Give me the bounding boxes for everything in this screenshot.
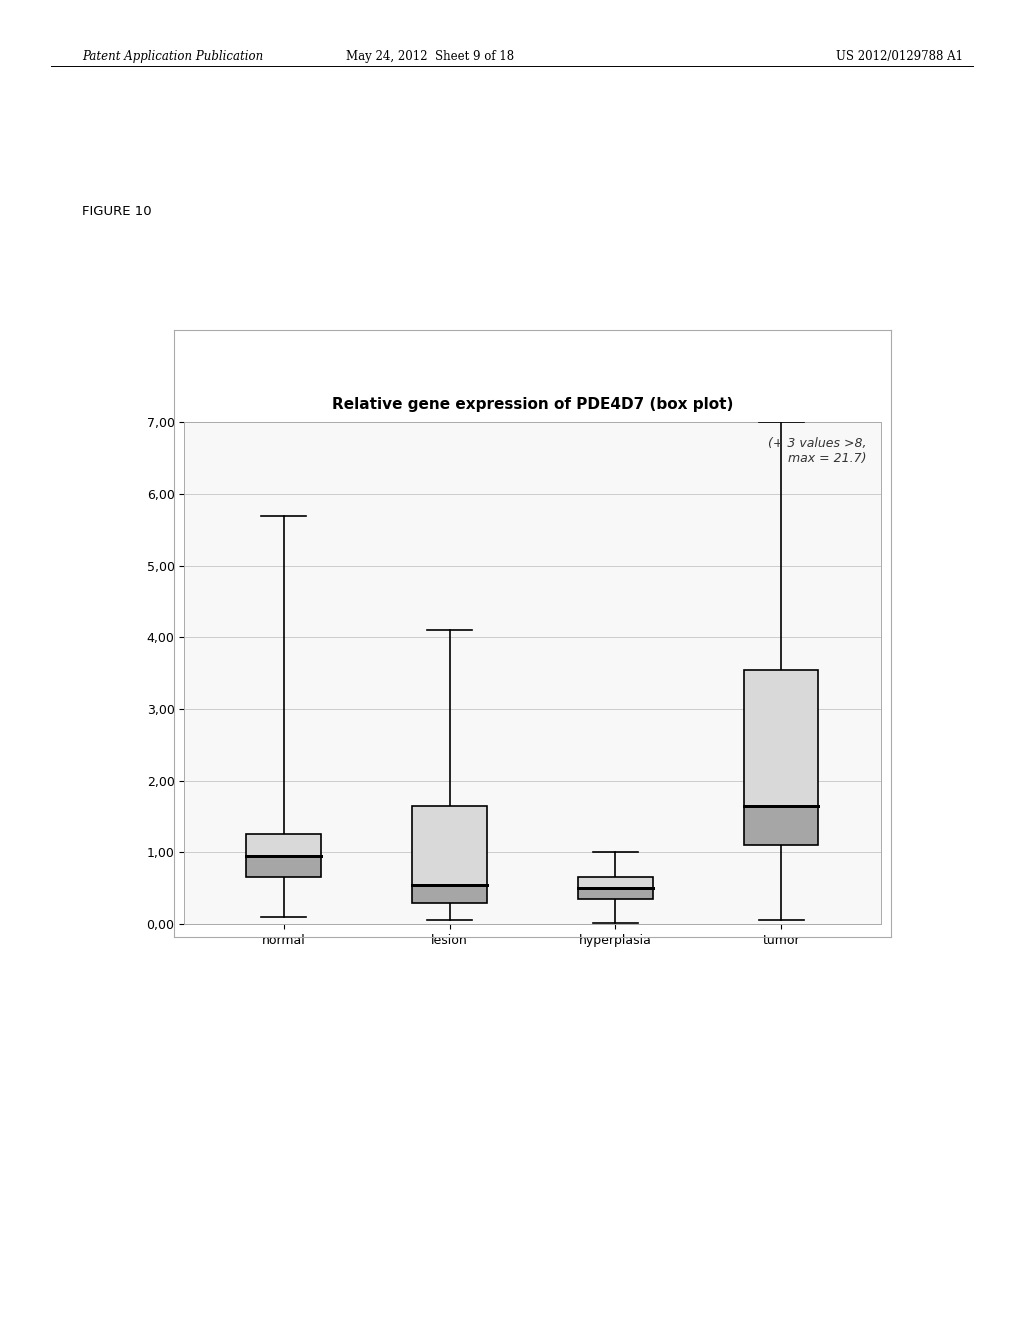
Bar	[247, 834, 322, 855]
Text: FIGURE 10: FIGURE 10	[82, 205, 152, 218]
Bar	[413, 805, 486, 884]
Bar	[413, 884, 486, 903]
Bar	[247, 855, 322, 878]
Text: US 2012/0129788 A1: US 2012/0129788 A1	[836, 50, 963, 63]
Text: May 24, 2012  Sheet 9 of 18: May 24, 2012 Sheet 9 of 18	[346, 50, 514, 63]
Bar	[743, 669, 818, 805]
Bar	[579, 878, 652, 888]
Text: Patent Application Publication: Patent Application Publication	[82, 50, 263, 63]
Bar	[743, 805, 818, 845]
Bar	[579, 888, 652, 899]
Title: Relative gene expression of PDE4D7 (box plot): Relative gene expression of PDE4D7 (box …	[332, 396, 733, 412]
Text: (+ 3 values >8,
max = 21.7): (+ 3 values >8, max = 21.7)	[768, 437, 866, 466]
